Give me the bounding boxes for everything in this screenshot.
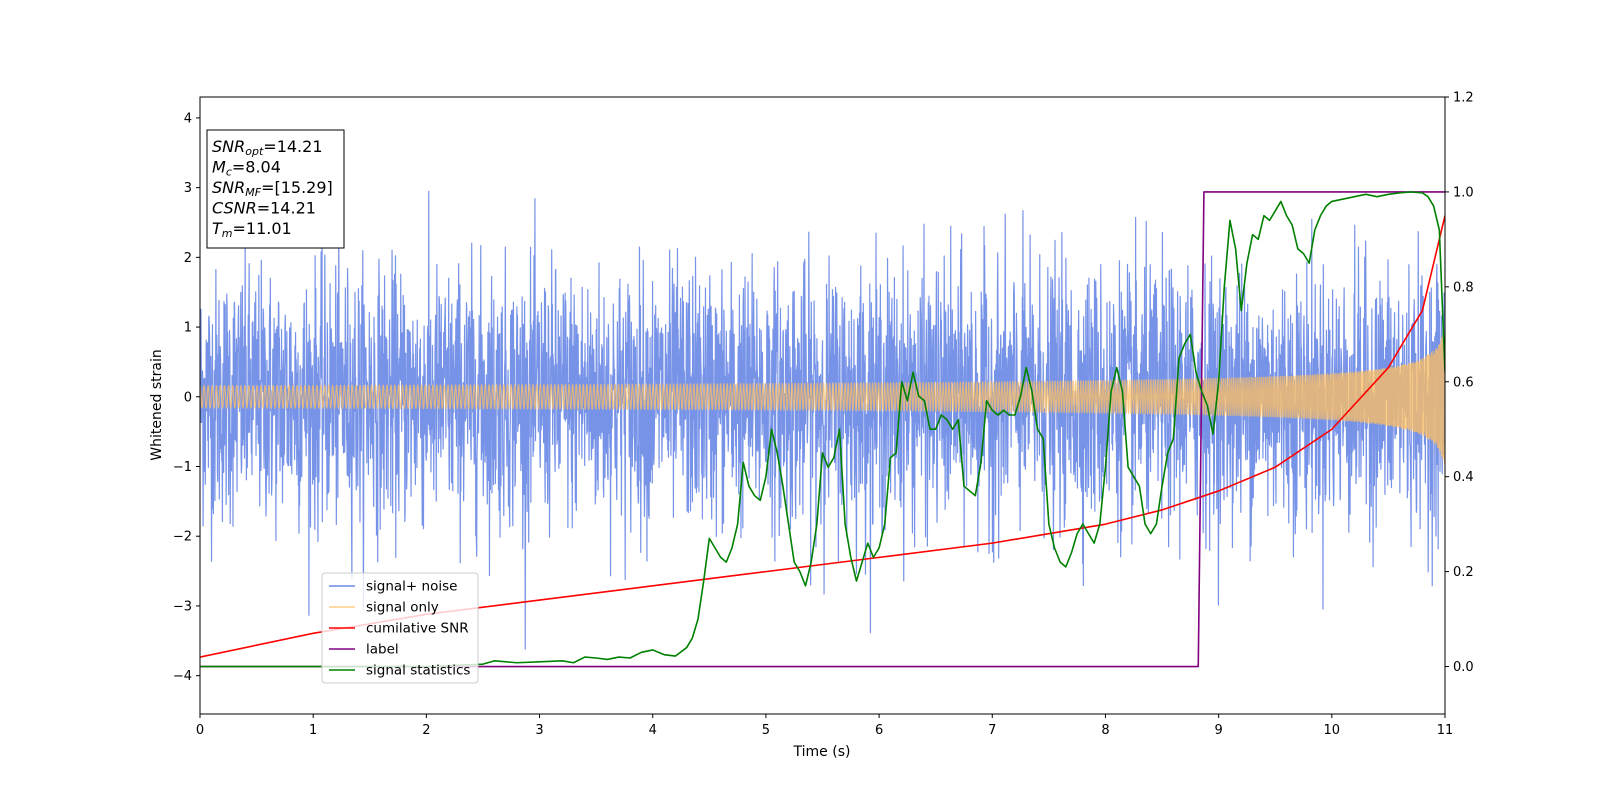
plot-frame [199, 96, 1446, 715]
plot-series [200, 190, 1445, 668]
y-right-tick-label: 0.8 [1453, 280, 1474, 295]
y-left-tick-label: −3 [173, 599, 192, 614]
annotation-line: Tm=11.01 [212, 219, 292, 240]
x-tick-label: 2 [422, 723, 430, 738]
y-axis-left-label: Whitened strain [149, 349, 165, 460]
x-tick-label: 4 [649, 723, 657, 738]
annotation-line: SNRopt=14.21 [212, 137, 323, 158]
annotation-line: Mc=8.04 [212, 158, 281, 179]
x-tick-label: 11 [1437, 723, 1454, 738]
y-right-tick-label: 0.2 [1453, 565, 1474, 580]
legend-label: cumilative SNR [366, 621, 469, 637]
series-line-cumilative-snr [200, 215, 1445, 658]
y-right-tick-label: 0.6 [1453, 375, 1474, 390]
y-right-tick-label: 1.0 [1453, 185, 1474, 200]
x-tick-label: 5 [762, 723, 770, 738]
y-left-tick-label: 3 [184, 181, 192, 196]
y-left-tick-label: 2 [184, 251, 192, 266]
y-left-tick-label: −1 [173, 460, 192, 475]
series-line-signal-only [200, 329, 1445, 465]
x-tick-label: 8 [1101, 723, 1109, 738]
y-left-tick-label: 4 [184, 111, 192, 126]
x-tick-label: 7 [988, 723, 996, 738]
x-axis-label: Time (s) [793, 744, 851, 760]
legend-label: signal only [366, 600, 439, 616]
y-left-tick-label: −2 [173, 530, 192, 545]
x-tick-label: 3 [535, 723, 543, 738]
annotation-box: SNRopt=14.21Mc=8.04SNRMF=[15.29]CSNR=14.… [206, 129, 345, 249]
series-line-signal-statistics [200, 191, 1445, 668]
annotation-line: SNRMF=[15.29] [212, 178, 333, 199]
x-axis: 0 1 2 3 4 5 6 7 8 9 10 11 [196, 714, 1453, 738]
y-axis-left: −4 −3 −2 −1 0 1 2 3 4 [173, 111, 200, 684]
y-right-tick-label: 1.2 [1453, 91, 1474, 106]
x-tick-label: 10 [1324, 723, 1341, 738]
legend-label: signal+ noise [366, 579, 457, 595]
legend: signal+ noise signal only cumilative SNR la… [321, 572, 479, 684]
y-axis-right: 0.0 0.2 0.4 0.6 0.8 1.0 1.2 [1445, 91, 1474, 675]
x-tick-label: 9 [1214, 723, 1222, 738]
legend-label: label [366, 642, 399, 658]
y-right-tick-label: 0.4 [1453, 470, 1474, 485]
y-left-tick-label: −4 [173, 669, 192, 684]
x-tick-label: 6 [875, 723, 883, 738]
y-left-tick-label: 0 [184, 390, 192, 405]
y-left-tick-label: 1 [184, 321, 192, 336]
annotation-line: CSNR=14.21 [212, 199, 316, 218]
x-tick-label: 1 [309, 723, 317, 738]
legend-label: signal statistics [366, 663, 470, 679]
x-tick-label: 0 [196, 723, 204, 738]
y-right-tick-label: 0.0 [1453, 660, 1474, 675]
series-line-label [200, 191, 1445, 668]
